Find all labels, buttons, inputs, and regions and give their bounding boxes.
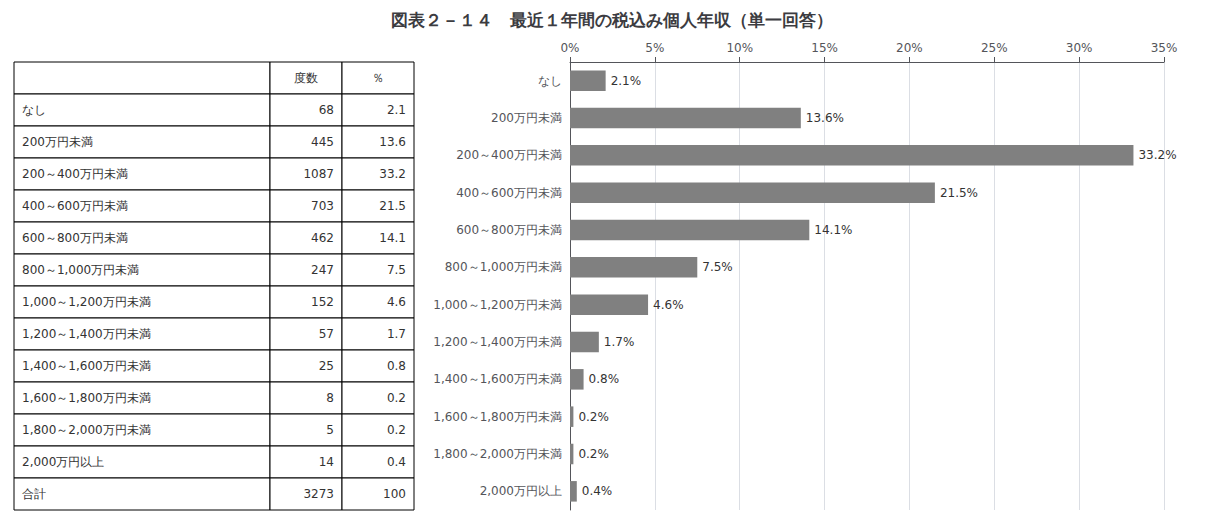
svg-text:800～1,000万円未満: 800～1,000万円未満 (445, 260, 562, 274)
svg-text:0.2%: 0.2% (578, 410, 609, 424)
svg-text:21.5%: 21.5% (940, 186, 978, 200)
svg-text:1,200～1,400万円未満: 1,200～1,400万円未満 (22, 327, 151, 341)
svg-text:7.5%: 7.5% (702, 260, 733, 274)
svg-text:0.4%: 0.4% (582, 484, 613, 498)
svg-text:0.2: 0.2 (387, 391, 406, 405)
svg-text:1,600～1,800万円未満: 1,600～1,800万円未満 (22, 391, 151, 405)
svg-text:0.2%: 0.2% (578, 447, 609, 461)
svg-text:35%: 35% (1151, 41, 1178, 55)
svg-text:25: 25 (319, 359, 334, 373)
svg-text:200万円未満: 200万円未満 (22, 135, 93, 149)
svg-text:247: 247 (311, 263, 334, 277)
svg-text:1,400～1,600万円未満: 1,400～1,600万円未満 (433, 372, 562, 386)
svg-text:0%: 0% (560, 41, 579, 55)
svg-text:10%: 10% (726, 41, 753, 55)
svg-text:68: 68 (319, 103, 334, 117)
svg-text:400～600万円未満: 400～600万円未満 (22, 199, 128, 213)
svg-text:200～400万円未満: 200～400万円未満 (456, 148, 562, 162)
svg-text:なし: なし (538, 74, 562, 88)
svg-text:57: 57 (319, 327, 334, 341)
svg-text:33.2%: 33.2% (1138, 148, 1176, 162)
svg-text:100: 100 (383, 487, 406, 501)
svg-text:200万円未満: 200万円未満 (491, 111, 562, 125)
svg-text:なし: なし (22, 103, 46, 117)
svg-text:1,200～1,400万円未満: 1,200～1,400万円未満 (433, 335, 562, 349)
svg-text:1,800～2,000万円未満: 1,800～2,000万円未満 (433, 447, 562, 461)
svg-text:1,400～1,600万円未満: 1,400～1,600万円未満 (22, 359, 151, 373)
svg-text:445: 445 (311, 135, 334, 149)
svg-text:4.6: 4.6 (387, 295, 406, 309)
svg-text:5: 5 (326, 423, 334, 437)
svg-text:0.4: 0.4 (387, 455, 406, 469)
svg-text:0.8%: 0.8% (589, 372, 620, 386)
svg-text:7.5: 7.5 (387, 263, 406, 277)
svg-text:4.6%: 4.6% (653, 298, 684, 312)
svg-text:400～600万円未満: 400～600万円未満 (456, 186, 562, 200)
svg-text:1,000～1,200万円未満: 1,000～1,200万円未満 (22, 295, 151, 309)
svg-text:2.1%: 2.1% (611, 74, 642, 88)
svg-text:1,800～2,000万円未満: 1,800～2,000万円未満 (22, 423, 151, 437)
svg-text:1.7%: 1.7% (604, 335, 635, 349)
svg-text:13.6: 13.6 (379, 135, 406, 149)
svg-text:1.7: 1.7 (387, 327, 406, 341)
svg-text:20%: 20% (896, 41, 923, 55)
svg-text:1,000～1,200万円未満: 1,000～1,200万円未満 (433, 298, 562, 312)
svg-text:30%: 30% (1066, 41, 1093, 55)
svg-text:2,000万円以上: 2,000万円以上 (480, 484, 562, 498)
svg-text:152: 152 (311, 295, 334, 309)
svg-text:14.1: 14.1 (379, 231, 406, 245)
svg-text:合計: 合計 (22, 487, 46, 501)
svg-text:15%: 15% (811, 41, 838, 55)
svg-text:800～1,000万円未満: 800～1,000万円未満 (22, 263, 139, 277)
svg-text:0.8: 0.8 (387, 359, 406, 373)
svg-text:図表２－１４ 最近１年間の税込み個人年収（単一回答）: 図表２－１４ 最近１年間の税込み個人年収（単一回答） (391, 10, 833, 30)
svg-text:0.2: 0.2 (387, 423, 406, 437)
svg-text:200～400万円未満: 200～400万円未満 (22, 167, 128, 181)
svg-text:25%: 25% (981, 41, 1008, 55)
svg-text:703: 703 (311, 199, 334, 213)
svg-text:3273: 3273 (303, 487, 334, 501)
svg-text:2,000万円以上: 2,000万円以上 (22, 455, 104, 469)
svg-text:％: ％ (372, 71, 384, 85)
svg-text:600～800万円未満: 600～800万円未満 (456, 223, 562, 237)
svg-text:度数: 度数 (294, 71, 318, 85)
svg-text:8: 8 (326, 391, 334, 405)
svg-text:21.5: 21.5 (379, 199, 406, 213)
svg-text:1,600～1,800万円未満: 1,600～1,800万円未満 (433, 410, 562, 424)
svg-text:1087: 1087 (303, 167, 334, 181)
svg-text:33.2: 33.2 (379, 167, 406, 181)
svg-text:2.1: 2.1 (387, 103, 406, 117)
svg-text:600～800万円未満: 600～800万円未満 (22, 231, 128, 245)
svg-text:14: 14 (319, 455, 334, 469)
svg-text:5%: 5% (645, 41, 664, 55)
svg-text:14.1%: 14.1% (814, 223, 852, 237)
svg-text:462: 462 (311, 231, 334, 245)
svg-text:13.6%: 13.6% (806, 111, 844, 125)
